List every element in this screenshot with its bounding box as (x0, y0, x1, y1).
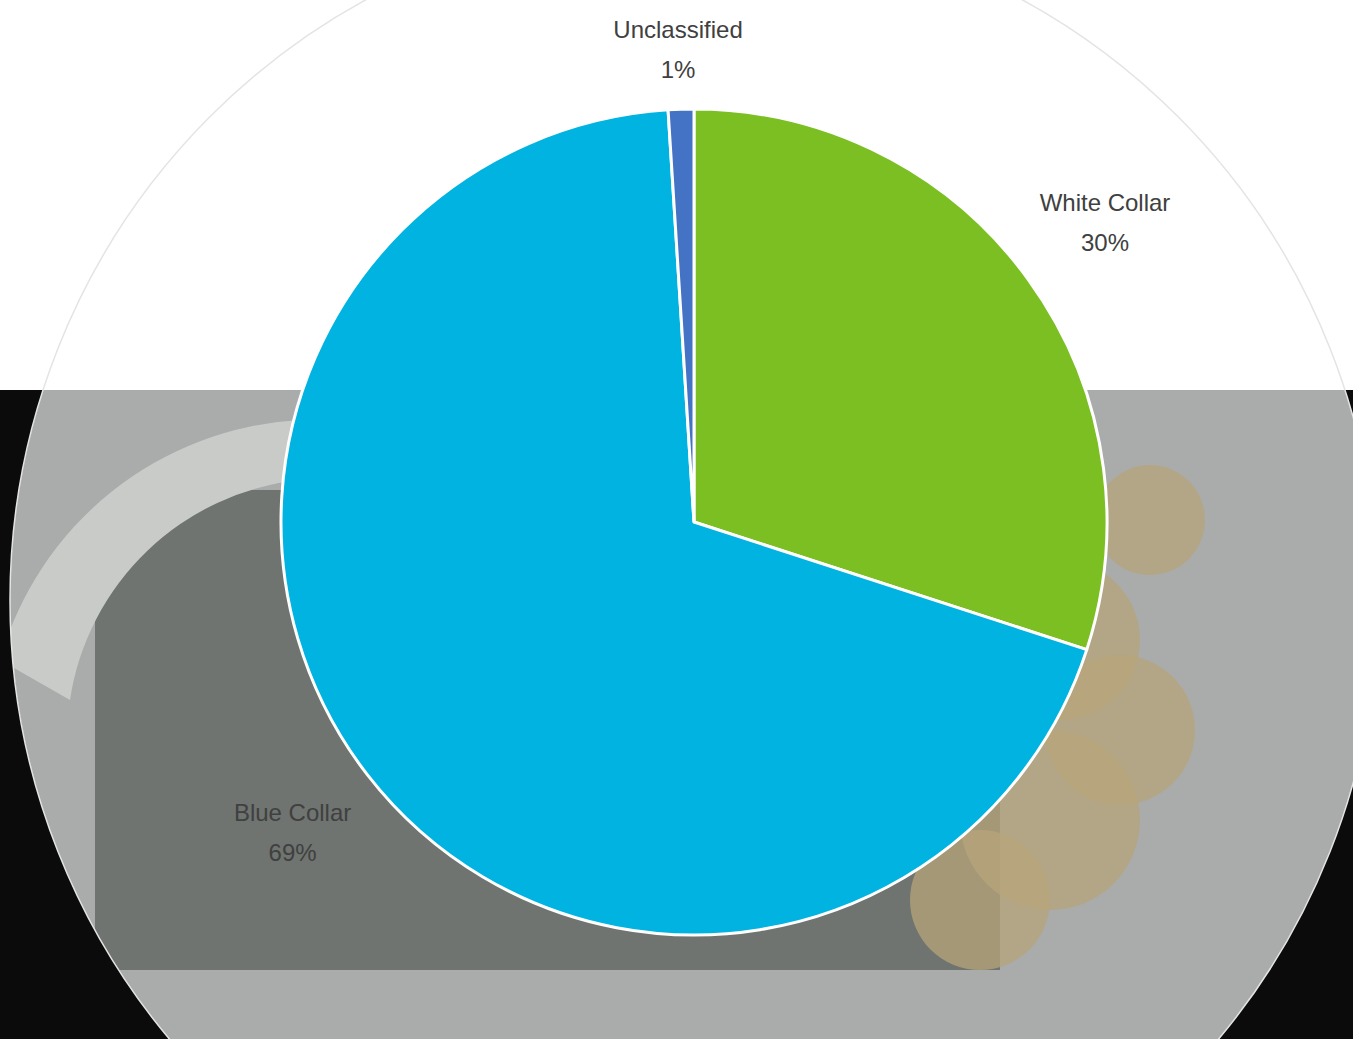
pie-slice (281, 110, 1087, 935)
photo-circle (0, 0, 1353, 1039)
circle-outline (10, 0, 1353, 1039)
slice-category-label: White Collar (1040, 189, 1171, 216)
pie-slice (668, 109, 694, 522)
photo-tree (1095, 465, 1205, 575)
slice-category-label: Unclassified (613, 16, 742, 43)
slice-category-label: Blue Collar (234, 799, 351, 826)
chart-canvas: White Collar 30% Blue Collar 69% Unclassifie… (0, 0, 1353, 1039)
slice-value-label: 69% (269, 839, 317, 866)
pie (281, 109, 1107, 935)
slice-value-label: 30% (1081, 229, 1129, 256)
slice-value-label: 1% (661, 56, 696, 83)
background (0, 0, 1353, 1039)
pie-labels: White Collar 30% Blue Collar 69% Unclassifie… (234, 16, 1170, 866)
photo-track (0, 420, 300, 700)
